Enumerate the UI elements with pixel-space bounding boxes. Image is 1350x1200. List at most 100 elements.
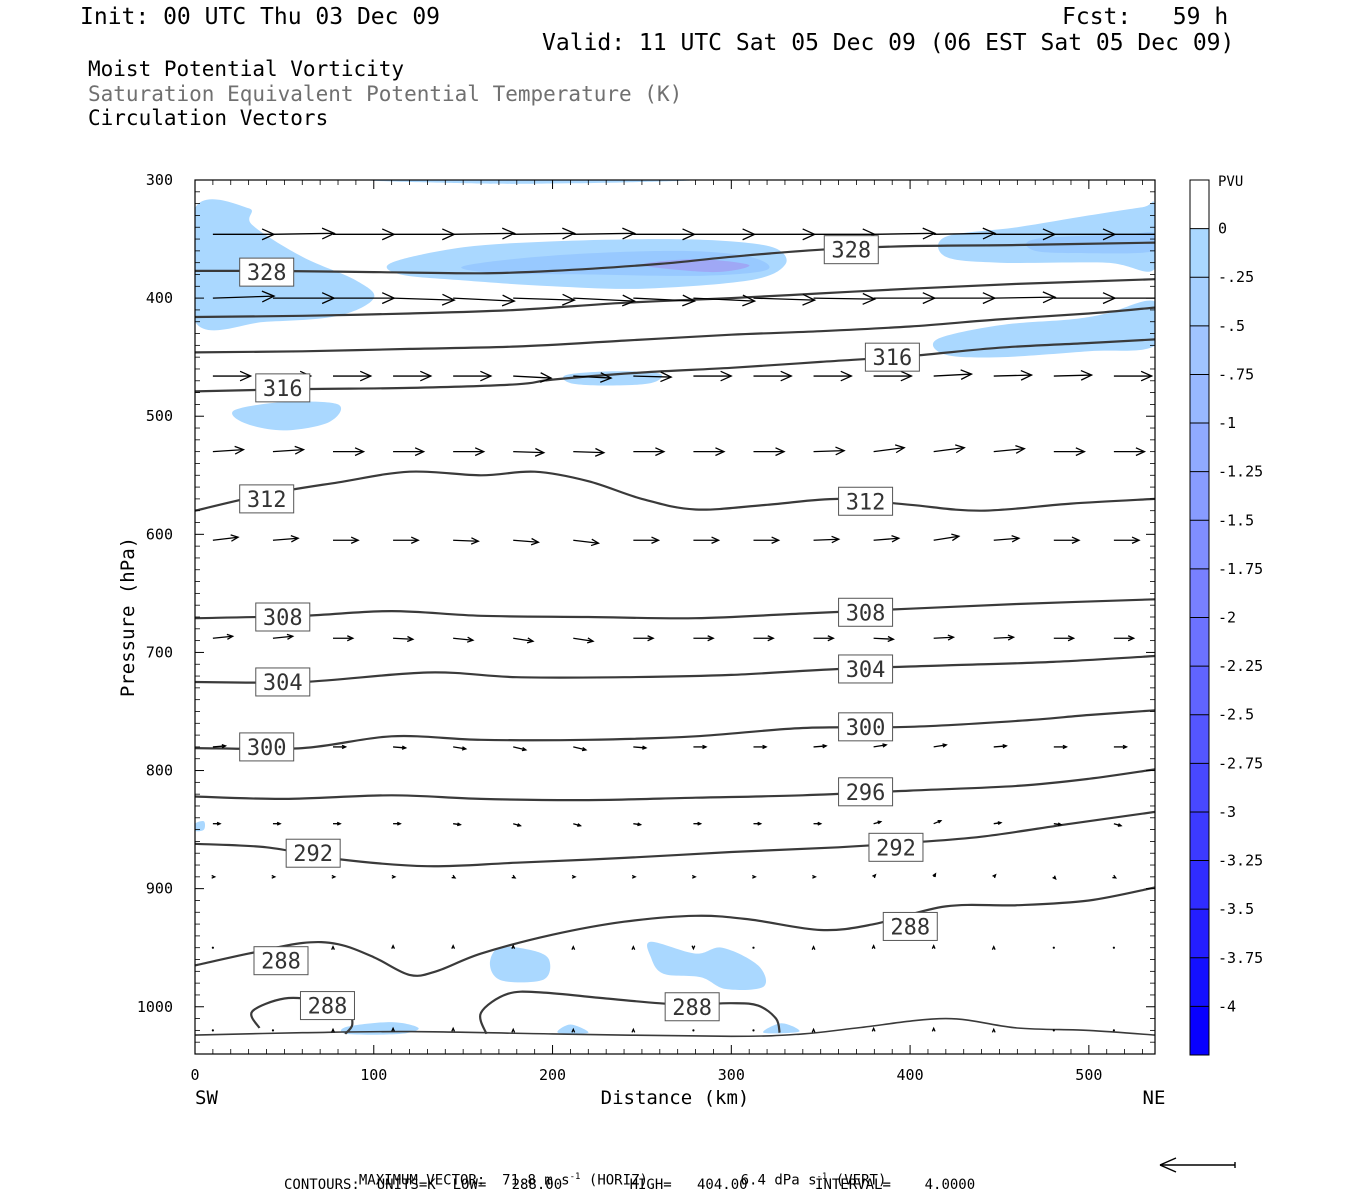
circulation-vector bbox=[813, 535, 841, 544]
colorbar: 0 -.25 -.5 -.75 -1 -1.25 -1.5 -1.75 -2 -2.25 -2.5 -… bbox=[1189, 179, 1263, 1056]
vector-shaft bbox=[753, 297, 815, 301]
vector-shaft bbox=[993, 636, 1014, 639]
contour-label-box bbox=[838, 486, 894, 516]
contour-label-box bbox=[864, 342, 920, 372]
circulation-vector bbox=[993, 445, 1026, 454]
circulation-vector bbox=[691, 874, 697, 879]
vector-head bbox=[982, 227, 997, 240]
contour-label-text: 288 bbox=[308, 995, 348, 1020]
vector-head bbox=[812, 874, 817, 879]
circulation-vector bbox=[993, 634, 1016, 641]
circulation-vector bbox=[212, 445, 246, 455]
vector-shaft bbox=[513, 637, 534, 642]
circulation-vector bbox=[693, 821, 703, 826]
pv-shading-layer bbox=[195, 180, 1155, 1035]
vector-head bbox=[931, 1026, 936, 1032]
forecast-hour: Fcst: 59 h bbox=[1062, 4, 1229, 30]
circulation-vector bbox=[993, 743, 1008, 749]
circulation-vector bbox=[1053, 292, 1117, 305]
circulation-vector bbox=[1112, 874, 1118, 879]
vector-dot bbox=[1052, 946, 1055, 949]
colorbar-swatch bbox=[1190, 617, 1209, 667]
circulation-vector bbox=[933, 533, 961, 542]
circulation-vector bbox=[573, 538, 601, 547]
vector-shaft bbox=[573, 539, 599, 544]
circulation-vector bbox=[511, 874, 517, 879]
vector-head bbox=[835, 446, 846, 456]
circulation-vector bbox=[513, 823, 522, 827]
vector-dot bbox=[271, 1029, 275, 1032]
circulation-vector bbox=[571, 1027, 576, 1033]
vector-head bbox=[441, 293, 456, 306]
vector-shaft bbox=[813, 297, 875, 300]
contour-label-box bbox=[239, 732, 295, 762]
vector-shaft bbox=[393, 746, 406, 749]
theta-es-contour-296 bbox=[195, 768, 1155, 802]
contour-label-308: 308 bbox=[838, 597, 894, 627]
theta-es-contour-320 bbox=[195, 306, 1155, 354]
circulation-vector bbox=[693, 294, 757, 307]
circulation-vector bbox=[573, 823, 583, 827]
colorbar-swatch bbox=[1190, 277, 1209, 327]
vector-shaft bbox=[212, 295, 275, 299]
x-tick-label: 100 bbox=[360, 1066, 387, 1084]
vector-head bbox=[631, 945, 636, 950]
theta-es-contour-328 bbox=[195, 241, 1155, 275]
vector-head bbox=[742, 294, 757, 307]
pv-region bbox=[647, 941, 767, 991]
contour-label-328: 328 bbox=[823, 235, 879, 265]
circulation-vector bbox=[633, 371, 673, 383]
vector-head bbox=[294, 445, 306, 455]
contour-label-300: 300 bbox=[239, 732, 295, 762]
contour-label-300: 300 bbox=[838, 712, 894, 742]
circulation-vector bbox=[333, 370, 373, 382]
vector-head bbox=[762, 744, 768, 750]
max-vector-line: MAXIMUM VECTOR: 71.8 m s-1 (HORIZ) 6.4 d… bbox=[342, 1159, 887, 1188]
theta-es-contour-304 bbox=[195, 654, 1155, 684]
vector-head bbox=[937, 819, 943, 824]
circulation-vector bbox=[873, 444, 906, 454]
circulation-vector bbox=[1113, 297, 1155, 299]
circulation-vector bbox=[753, 228, 817, 241]
circulation-vector bbox=[211, 1029, 214, 1032]
vector-head bbox=[831, 535, 841, 544]
circulation-vector bbox=[571, 945, 576, 950]
vector-shaft bbox=[272, 537, 299, 541]
circulation-vector bbox=[752, 874, 757, 879]
vector-head bbox=[341, 744, 348, 750]
circulation-vector bbox=[1113, 635, 1136, 642]
y-axis-label: Pressure (hPa) bbox=[117, 537, 139, 697]
circulation-vector bbox=[693, 635, 715, 642]
circulation-vector bbox=[451, 944, 456, 949]
contour-label-288: 288 bbox=[253, 946, 309, 976]
circulation-vector bbox=[393, 536, 420, 544]
vector-head bbox=[286, 633, 295, 640]
vert-exponent: -1 bbox=[816, 1172, 828, 1182]
contour-label-box bbox=[838, 712, 894, 742]
vector-head bbox=[1075, 447, 1087, 457]
contour-label-text: 300 bbox=[247, 736, 287, 761]
circulation-vector bbox=[693, 536, 721, 544]
vector-head bbox=[571, 1027, 576, 1033]
colorbar-swatch bbox=[1190, 811, 1209, 862]
vector-shaft bbox=[513, 297, 575, 301]
vector-head bbox=[511, 944, 516, 949]
circulation-vector bbox=[933, 819, 943, 825]
contour-label-text: 316 bbox=[263, 377, 303, 402]
y-tick-label: 700 bbox=[146, 643, 173, 661]
vector-shaft bbox=[633, 297, 695, 302]
vector-dot bbox=[752, 1029, 755, 1032]
x-end-label-ne: NE bbox=[1143, 1087, 1166, 1109]
colorbar-swatch bbox=[1190, 666, 1209, 716]
circulation-vector bbox=[633, 228, 697, 241]
vector-shaft bbox=[212, 536, 239, 541]
circulation-vector bbox=[811, 1027, 816, 1033]
vector-head bbox=[631, 1027, 636, 1033]
vector-head bbox=[391, 944, 396, 949]
title-moist-pv: Moist Potential Vorticity bbox=[88, 57, 405, 81]
circulation-vector bbox=[393, 293, 456, 306]
vector-head bbox=[397, 821, 402, 826]
vector-head bbox=[1140, 370, 1154, 382]
vector-head bbox=[331, 874, 337, 879]
vector-head bbox=[871, 944, 876, 949]
